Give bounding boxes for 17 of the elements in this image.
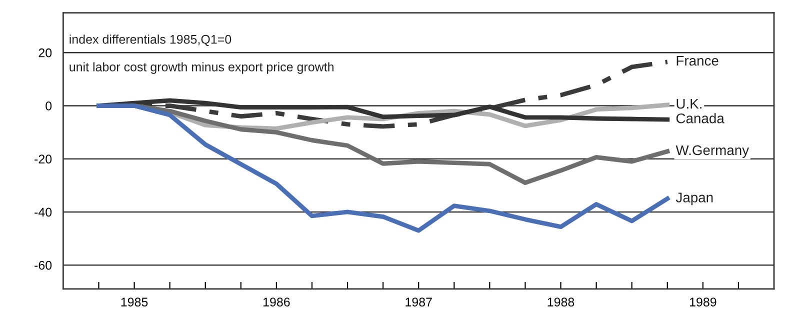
y-tick-label: -60: [34, 260, 52, 270]
series-label: U.K.: [676, 98, 702, 109]
y-tick-label: 20: [38, 48, 52, 58]
y-tick-label: 0: [46, 102, 52, 110]
y-tick-label: -40: [34, 208, 52, 217]
x-tick-label: 1986: [263, 298, 290, 306]
x-tick-label: 1985: [121, 298, 148, 306]
y-tick-label: -20: [34, 154, 52, 164]
x-tick-label: 1987: [406, 298, 432, 306]
y-axis-title: index differentials 1985,Q1=0: [70, 34, 232, 46]
x-tick-label: 1988: [548, 298, 574, 306]
series-label: Canada: [676, 113, 724, 124]
series-label: Japan: [676, 192, 713, 206]
x-tick-label: 1989: [690, 298, 716, 306]
series-label: France: [676, 56, 718, 66]
text: unit labor cost growth minus export price growth: [70, 62, 334, 74]
series-label: W.Germany: [676, 145, 750, 158]
